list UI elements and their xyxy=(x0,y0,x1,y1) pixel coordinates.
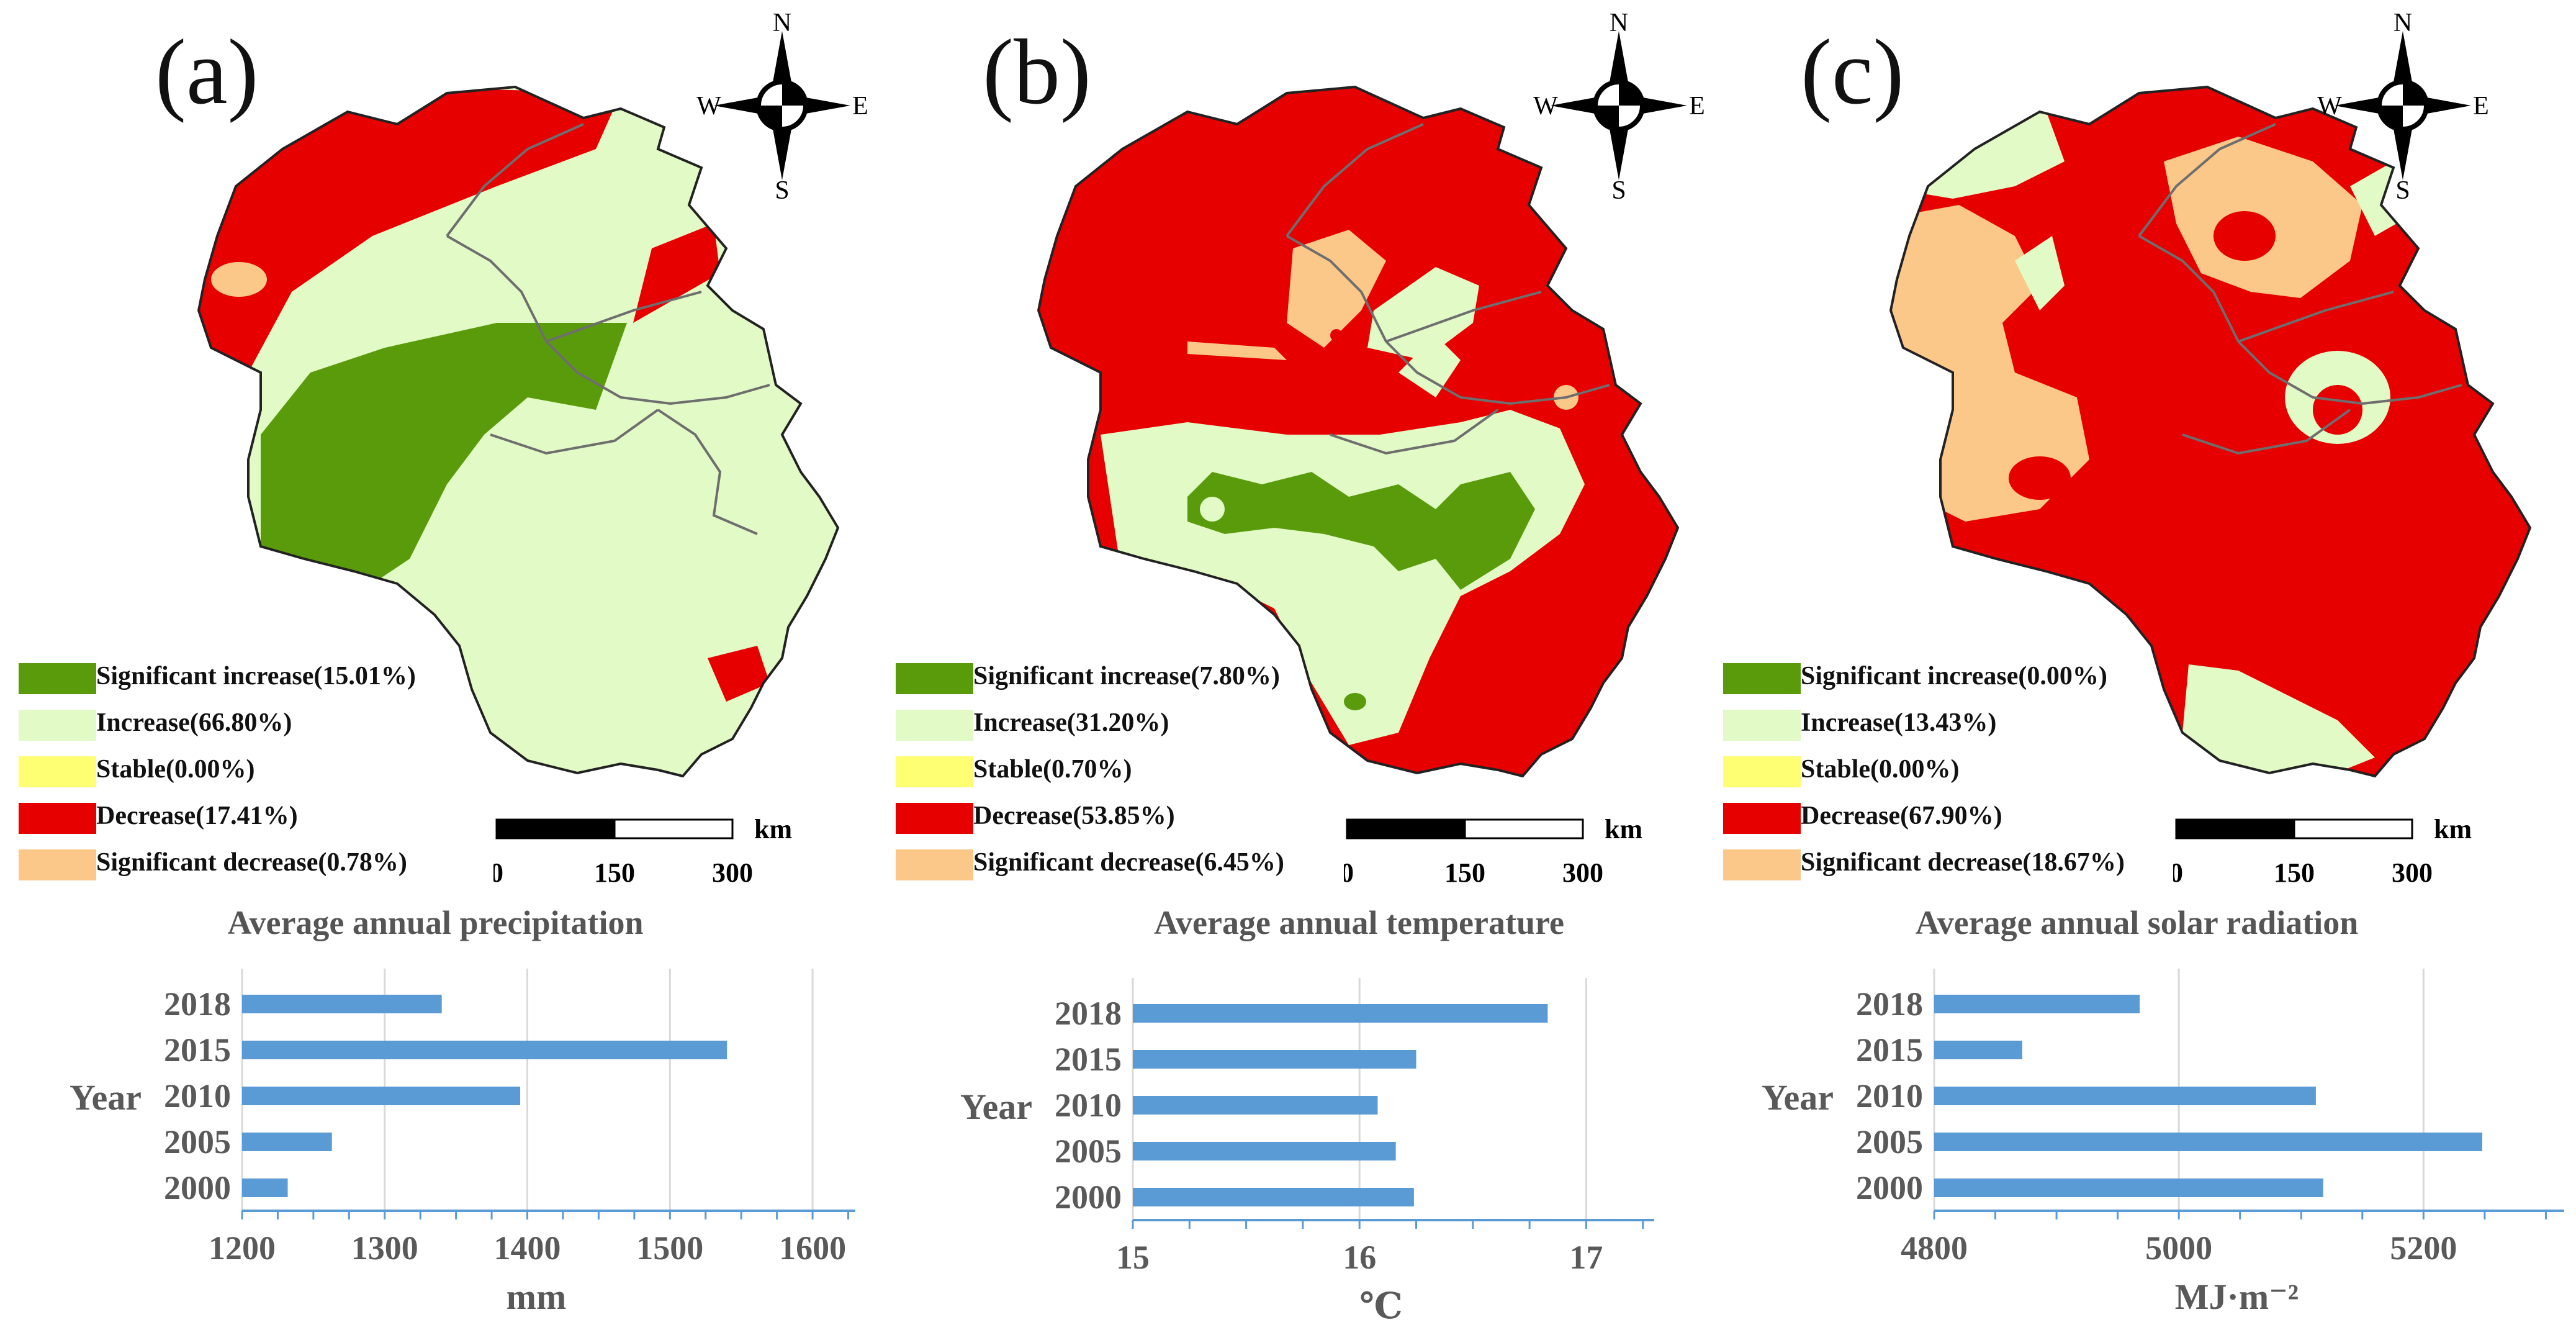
compass-s: S xyxy=(775,176,789,199)
y-tick-label: 2000 xyxy=(164,1169,231,1206)
svg-text:150: 150 xyxy=(1444,857,1485,888)
x-tick-label: 1500 xyxy=(636,1229,703,1267)
x-tick-label: 4800 xyxy=(1901,1229,1968,1267)
x-tick-label: 5000 xyxy=(2145,1229,2212,1267)
y-axis-title: Year xyxy=(70,1077,142,1118)
bar-2000 xyxy=(1133,1188,1414,1206)
bar-2000 xyxy=(1934,1178,2323,1197)
svg-text:0: 0 xyxy=(493,857,503,888)
x-tick-label: 1300 xyxy=(351,1229,418,1267)
panel-label: (b) xyxy=(983,20,1091,124)
svg-text:150: 150 xyxy=(594,857,635,888)
scale-bar: km 0 150 300 xyxy=(1344,814,1642,888)
svg-text:km: km xyxy=(2434,814,2472,844)
svg-text:W: W xyxy=(1533,92,1558,120)
y-tick-label: 2000 xyxy=(1856,1169,1923,1206)
svg-text:km: km xyxy=(1605,814,1642,844)
y-tick-label: 2005 xyxy=(1055,1133,1122,1170)
y-tick-label: 2015 xyxy=(164,1031,231,1069)
y-axis-title: Year xyxy=(1762,1077,1834,1118)
bar-2015 xyxy=(1133,1050,1416,1069)
svg-text:150: 150 xyxy=(2274,857,2315,888)
y-tick-label: 2000 xyxy=(1055,1178,1122,1216)
x-tick-label: 17 xyxy=(1569,1239,1603,1276)
svg-text:N: N xyxy=(1610,12,1628,37)
y-tick-label: 2010 xyxy=(1055,1087,1122,1124)
svg-text:300: 300 xyxy=(712,857,753,888)
bar-2005 xyxy=(1133,1142,1396,1160)
y-tick-label: 2018 xyxy=(164,985,231,1023)
x-tick-label: 15 xyxy=(1116,1239,1150,1276)
solar-radiation-trend-map xyxy=(1889,85,2532,778)
temperature-trend-map xyxy=(1037,85,1680,778)
x-axis-title: mm xyxy=(507,1277,567,1317)
svg-text:E: E xyxy=(1689,92,1705,120)
north-arrow-icon: N S W E xyxy=(2317,12,2489,199)
panel-precipitation: (a) N S W E Significant increase(15.01%)… xyxy=(0,0,868,1330)
svg-text:W: W xyxy=(2317,92,2342,120)
x-axis-title: MJ·m⁻² xyxy=(2175,1277,2299,1317)
precipitation-trend-map xyxy=(197,85,840,778)
y-tick-label: 2005 xyxy=(164,1123,231,1160)
compass-e: E xyxy=(852,92,868,120)
x-tick-label: 5200 xyxy=(2390,1229,2457,1267)
svg-text:S: S xyxy=(2395,176,2410,199)
x-tick-label: 1200 xyxy=(209,1229,276,1267)
bar-2015 xyxy=(242,1041,727,1059)
y-axis-title: Year xyxy=(960,1087,1032,1127)
y-tick-label: 2010 xyxy=(1856,1077,1923,1115)
bar-2010 xyxy=(1934,1087,2316,1105)
y-tick-label: 2018 xyxy=(1856,985,1923,1023)
bar-2018 xyxy=(242,995,442,1013)
svg-text:S: S xyxy=(1611,176,1626,199)
x-tick-label: 1400 xyxy=(494,1229,561,1267)
solar-radiation-bar-chart: 4800 5000 5200 2018 2015 2010 2005 2000 Year MJ·m… xyxy=(1762,969,2564,1317)
bar-2018 xyxy=(1934,995,2140,1013)
panel-solar-radiation: (c) N S W E Significant increase(0.00%) … xyxy=(1717,0,2575,1330)
y-tick-label: 2010 xyxy=(164,1077,231,1115)
svg-text:0: 0 xyxy=(1344,857,1354,888)
y-tick-label: 2015 xyxy=(1856,1031,1923,1069)
chart-title: Average annual temperature xyxy=(1154,904,1564,941)
svg-text:300: 300 xyxy=(1562,857,1603,888)
bar-2005 xyxy=(1934,1133,2482,1151)
bar-2015 xyxy=(1934,1041,2022,1059)
compass-n: N xyxy=(773,12,791,37)
x-tick-label: 16 xyxy=(1343,1239,1376,1276)
x-axis-title: ℃ xyxy=(1359,1286,1403,1326)
svg-text:N: N xyxy=(2394,12,2412,37)
bar-2005 xyxy=(242,1133,332,1151)
bar-2010 xyxy=(242,1087,521,1105)
bar-2000 xyxy=(242,1178,288,1197)
svg-text:0: 0 xyxy=(2173,857,2183,888)
chart-title: Average annual precipitation xyxy=(227,904,644,941)
scale-bar: km 0 150 300 xyxy=(493,814,792,888)
north-arrow-icon: N S W E xyxy=(696,12,868,199)
panel-label: (c) xyxy=(1801,20,1904,124)
bar-2010 xyxy=(1133,1096,1378,1115)
panel-temperature: (b) N S W E Significant increase(7.80%) … xyxy=(858,0,1717,1330)
north-arrow-icon: N S W E xyxy=(1533,12,1705,199)
x-tick-label: 1600 xyxy=(779,1229,846,1267)
bar-2018 xyxy=(1133,1004,1548,1023)
panel-label: (a) xyxy=(155,20,259,124)
y-tick-label: 2015 xyxy=(1055,1041,1122,1078)
precipitation-bar-chart: 1200 1300 1400 1500 1600 2018 2015 2010 2005 2000… xyxy=(70,969,855,1317)
chart-title: Average annual solar radiation xyxy=(1915,904,2359,941)
temperature-bar-chart: 15 16 17 2018 2015 2010 2005 2000 Year ℃ xyxy=(960,978,1654,1326)
y-tick-label: 2005 xyxy=(1856,1123,1923,1160)
compass-w: W xyxy=(696,92,721,120)
svg-text:E: E xyxy=(2473,92,2489,120)
svg-text:300: 300 xyxy=(2392,857,2433,888)
y-tick-label: 2018 xyxy=(1055,995,1122,1032)
svg-text:km: km xyxy=(754,814,792,844)
scale-bar: km 0 150 300 xyxy=(2173,814,2472,888)
